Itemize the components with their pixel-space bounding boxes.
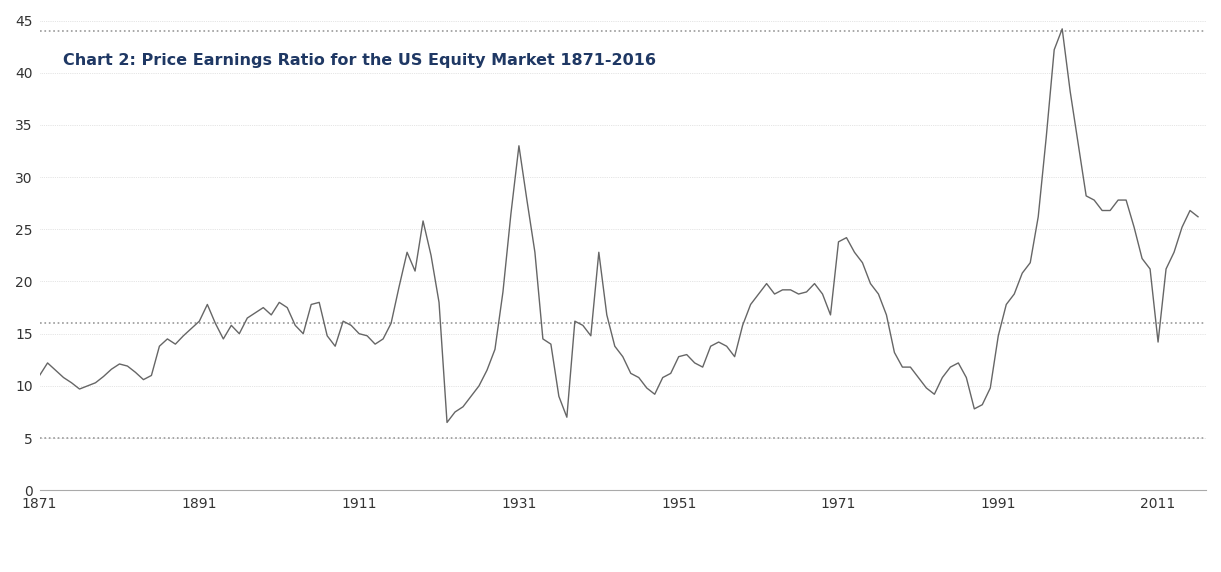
- Text: Chart 2: Price Earnings Ratio for the US Equity Market 1871-2016: Chart 2: Price Earnings Ratio for the US…: [63, 53, 656, 69]
